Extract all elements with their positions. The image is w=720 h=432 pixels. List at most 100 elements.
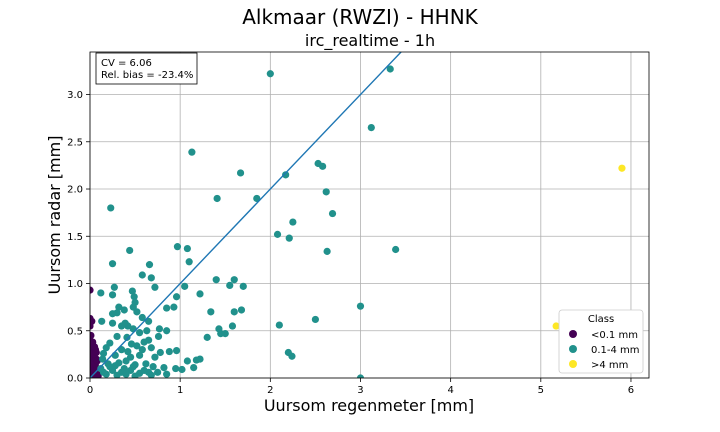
data-point (181, 282, 189, 290)
data-point (106, 363, 114, 371)
x-tick-label: 6 (628, 385, 634, 396)
data-point (156, 348, 164, 357)
data-point (239, 282, 247, 290)
data-point (120, 306, 128, 314)
annotation-box (95, 52, 198, 85)
legend-label-below-0-1: <0.1 mm (591, 330, 638, 341)
data-point (190, 364, 198, 372)
data-point (185, 258, 193, 266)
y-axis-label: Uursom radar [mm] (45, 136, 64, 295)
data-point (183, 357, 191, 365)
grid-lines (89, 52, 649, 379)
data-point (151, 353, 159, 361)
x-tick-label: 4 (447, 385, 453, 396)
data-point (131, 372, 139, 378)
y-tick-label: 0.5 (67, 326, 83, 337)
axes: 0 1 2 3 4 5 6 0.0 0.5 1.0 1.5 2.0 2.5 3.0 (67, 51, 650, 396)
data-point (129, 363, 137, 371)
data-point (147, 344, 155, 352)
x-tick-label: 0 (87, 385, 93, 396)
data-point (173, 243, 182, 251)
legend: Class <0.1 mm 0.1-4 mm >4 mm (558, 309, 644, 374)
data-point (98, 317, 106, 325)
data-point (122, 370, 130, 378)
data-point (163, 327, 171, 335)
data-point (99, 355, 107, 363)
data-point (196, 355, 204, 363)
data-point (126, 246, 134, 255)
data-point (90, 331, 95, 340)
data-point (120, 364, 128, 373)
data-point (323, 247, 331, 255)
data-point (145, 317, 153, 325)
series-2 (552, 164, 626, 330)
chart-subtitle: irc_realtime - 1h (305, 31, 435, 51)
data-point (170, 303, 178, 311)
legend-label-0-1-to-4: 0.1-4 mm (591, 345, 640, 356)
data-point (138, 271, 146, 279)
data-point (163, 370, 171, 378)
data-point (115, 303, 123, 311)
data-point (172, 364, 180, 373)
data-point (367, 123, 375, 132)
data-point (135, 351, 144, 359)
data-point (226, 281, 234, 289)
data-point (392, 245, 400, 254)
data-point (228, 322, 237, 330)
data-point (90, 317, 96, 325)
data-point (145, 336, 153, 344)
data-point (253, 194, 261, 203)
data-point (319, 162, 327, 170)
data-point (386, 65, 394, 73)
data-point (94, 372, 102, 378)
data-point (102, 344, 110, 352)
data-point (145, 261, 154, 269)
data-point (133, 342, 141, 350)
data-point (552, 322, 560, 330)
data-point (328, 209, 337, 218)
series-1 (97, 65, 400, 378)
data-point (133, 308, 141, 316)
data-point (113, 371, 121, 378)
data-point (124, 322, 132, 330)
data-point (212, 276, 220, 284)
annotation-bias: Rel. bias = -23.4% (101, 70, 193, 81)
data-point (203, 333, 211, 341)
data-point (196, 290, 204, 298)
x-tick-label: 3 (357, 385, 363, 396)
data-point (111, 362, 119, 370)
data-point (282, 171, 290, 179)
data-point (207, 308, 215, 316)
data-point (92, 348, 100, 357)
data-point (108, 310, 117, 318)
data-point (142, 360, 150, 368)
data-point (149, 363, 157, 371)
data-point (122, 357, 130, 365)
y-tick-label: 0.0 (67, 374, 83, 385)
plot-frame (89, 51, 650, 379)
data-point (266, 70, 274, 78)
data-point (130, 293, 138, 301)
data-point (151, 283, 159, 291)
x-tick-label: 1 (177, 385, 183, 396)
data-point (163, 304, 171, 312)
data-point (90, 286, 94, 294)
data-point (129, 325, 137, 333)
data-point (160, 364, 168, 372)
data-point (138, 346, 146, 354)
data-point (618, 164, 626, 172)
data-point (178, 365, 186, 374)
data-point (322, 188, 330, 196)
stats-annotation: CV = 6.06 Rel. bias = -23.4% (95, 52, 198, 85)
data-point (111, 351, 119, 359)
data-point (113, 332, 121, 341)
data-point (93, 357, 101, 365)
data-point (108, 291, 117, 299)
data-point (155, 325, 164, 333)
data-point (97, 289, 105, 297)
data-point (236, 169, 245, 177)
data-point (117, 322, 126, 330)
x-tick-label: 2 (267, 385, 273, 396)
data-point (117, 346, 126, 354)
